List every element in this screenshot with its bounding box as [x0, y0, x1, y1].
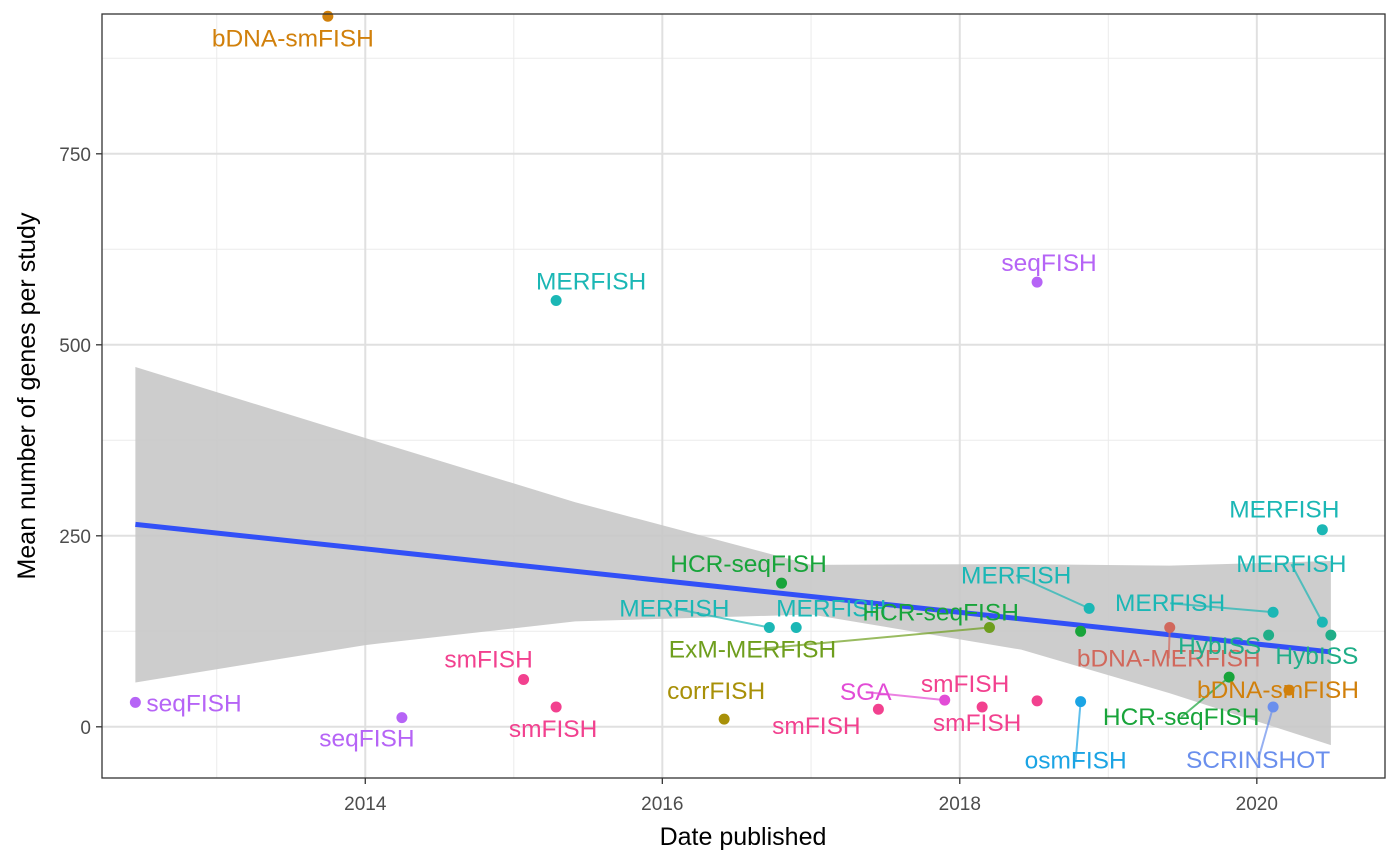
y-tick-label: 750	[59, 145, 91, 166]
data-point	[129, 696, 141, 708]
data-point	[1316, 616, 1328, 628]
label-connector	[1170, 602, 1274, 614]
data-point	[550, 701, 562, 713]
data-point	[983, 621, 995, 633]
point-label: corrFISH	[667, 678, 765, 705]
trend-line	[135, 521, 1332, 655]
data-point	[1031, 695, 1043, 707]
data-point	[776, 577, 788, 589]
label-connector	[674, 607, 770, 629]
confidence-band	[135, 366, 1331, 746]
data-point	[1164, 621, 1176, 633]
point-label: osmFISH	[1025, 748, 1127, 775]
point-label: smFISH	[509, 716, 597, 743]
x-tick-label: 2016	[641, 794, 683, 815]
point-label: smFISH	[933, 710, 1021, 737]
data-point	[872, 703, 884, 715]
data-point	[1267, 606, 1279, 618]
point-label: MERFISH	[536, 269, 646, 296]
point-label: HybISS	[1275, 643, 1358, 670]
trend-line-layer	[135, 521, 1332, 655]
y-tick-label: 500	[59, 336, 91, 357]
x-tick-label: 2014	[344, 794, 387, 815]
data-points	[129, 10, 1337, 725]
point-label: SCRINSHOT	[1186, 747, 1330, 774]
plot-panel-border	[101, 13, 1386, 779]
y-axis-title: Mean number of genes per study	[13, 212, 41, 579]
data-point	[550, 295, 562, 306]
data-point	[976, 701, 988, 713]
point-label: bDNA-smFISH	[212, 25, 374, 52]
data-point	[1263, 629, 1275, 641]
data-point	[1283, 684, 1295, 696]
point-label: seqFISH	[319, 726, 414, 753]
point-label: SGA	[840, 679, 892, 706]
point-label: seqFISH	[1001, 250, 1096, 277]
data-point	[396, 712, 408, 724]
point-label: MERFISH	[619, 595, 729, 622]
point-label: smFISH	[921, 671, 1009, 698]
label-connector	[1290, 563, 1324, 623]
data-point	[518, 673, 530, 685]
point-label: MERFISH	[776, 595, 886, 622]
label-connector	[752, 626, 990, 651]
data-point	[1325, 629, 1337, 641]
data-point	[322, 10, 334, 22]
point-labels: seqFISH bDNA-smFISH seqFISH smFISH MERFISH sm…	[146, 25, 1359, 774]
x-axis-title: Date published	[660, 823, 827, 851]
point-label: smFISH	[444, 646, 532, 673]
label-connectors	[674, 563, 1324, 761]
data-point	[790, 621, 802, 633]
point-label: MERFISH	[961, 562, 1071, 589]
label-connector	[1015, 574, 1090, 610]
data-point	[718, 713, 730, 725]
data-point	[1316, 524, 1328, 536]
data-point	[1083, 602, 1095, 614]
point-label: HCR-seqFISH	[862, 599, 1019, 626]
point-label: MERFISH	[1236, 551, 1346, 578]
point-label: bDNA-smFISH	[1197, 677, 1359, 704]
data-point	[1075, 625, 1087, 637]
data-point	[1031, 276, 1043, 288]
label-connector	[1257, 706, 1275, 761]
point-label: HCR-seqFISH	[670, 551, 827, 578]
x-tick-label: 2018	[939, 794, 981, 815]
label-connector	[1180, 676, 1230, 718]
x-tick-label: 2020	[1236, 794, 1278, 815]
data-point	[1267, 701, 1279, 713]
data-point	[939, 694, 951, 706]
axis-ticks: 2014 2016 2018 2020 0 250 500 750	[59, 145, 1278, 815]
label-connector	[1074, 701, 1082, 761]
point-label: seqFISH	[146, 690, 241, 717]
y-tick-label: 250	[59, 527, 91, 548]
point-label: HybISS	[1178, 633, 1261, 660]
data-point	[1223, 671, 1235, 683]
point-label: MERFISH	[1229, 497, 1339, 524]
y-tick-label: 0	[80, 718, 91, 739]
data-point	[763, 621, 775, 633]
point-label: HCR-seqFISH	[1103, 704, 1260, 731]
confidence-band-layer	[135, 366, 1331, 746]
label-connector	[865, 691, 945, 702]
point-label: MERFISH	[1115, 590, 1225, 617]
point-label: smFISH	[772, 713, 860, 740]
data-point	[1075, 696, 1087, 708]
point-label: bDNA-MERFISH	[1077, 645, 1261, 672]
point-label: ExM-MERFISH	[669, 636, 836, 663]
